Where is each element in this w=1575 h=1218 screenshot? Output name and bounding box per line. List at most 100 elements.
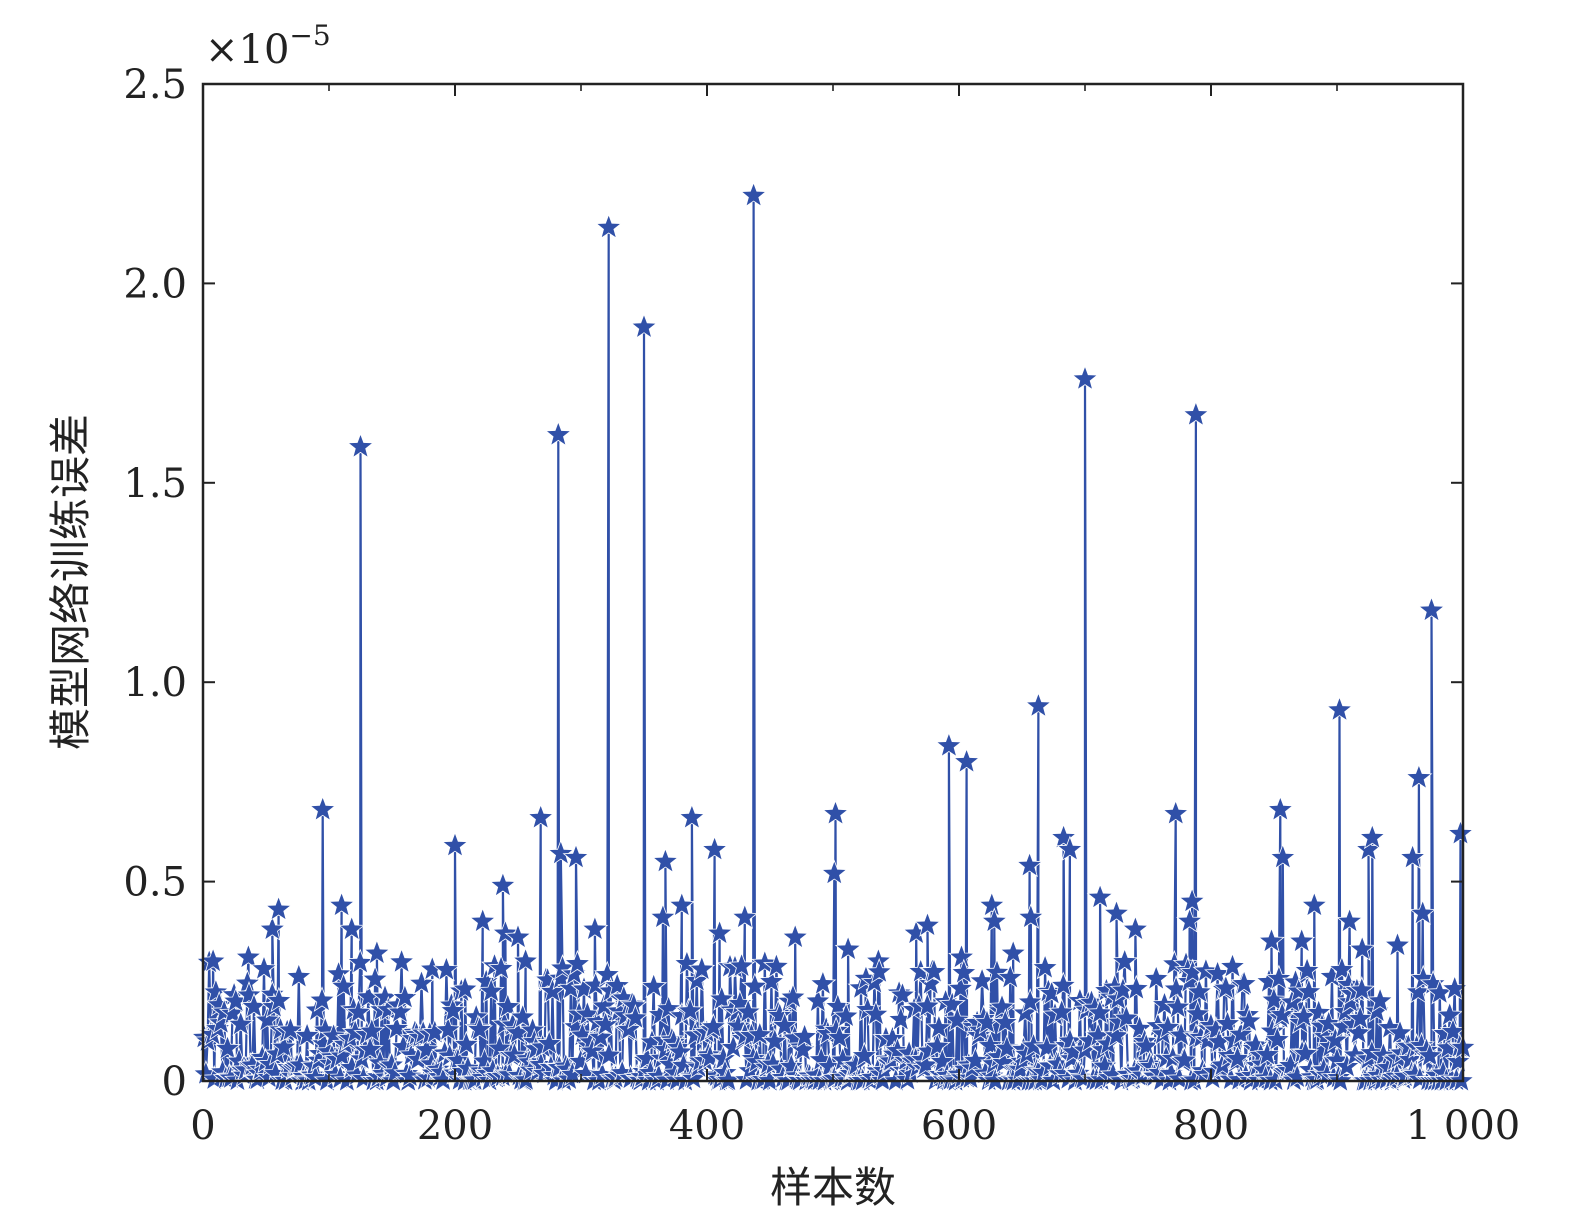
data-point — [920, 957, 948, 984]
data-point — [832, 1002, 860, 1028]
data-point — [487, 954, 515, 981]
data-point — [734, 998, 762, 1024]
data-point — [413, 1035, 440, 1062]
data-point — [1293, 956, 1321, 983]
data-point — [630, 313, 658, 339]
data-point — [1348, 935, 1376, 961]
data-point — [1348, 976, 1376, 1002]
y-tick-label: 2.0 — [123, 261, 187, 307]
data-point — [1031, 953, 1059, 980]
data-point — [258, 915, 286, 941]
data-point — [1386, 1019, 1414, 1045]
data-point — [943, 1006, 971, 1032]
data-point — [590, 992, 618, 1018]
data-point — [1358, 823, 1386, 850]
label-layer: 0 200 400 600 800 1 000 0 0.5 1.0 1.5 2.0 2.5 — [123, 62, 1520, 1149]
data-point — [652, 847, 679, 874]
data-point — [666, 1038, 694, 1064]
data-point — [557, 974, 585, 1001]
data-point — [1086, 999, 1114, 1025]
y-tick-label: 0.5 — [123, 860, 187, 906]
data-point — [285, 962, 313, 989]
data-point — [270, 1033, 298, 1059]
data-point — [386, 998, 414, 1024]
data-point — [914, 911, 941, 937]
data-point — [1049, 971, 1077, 998]
data-point — [1142, 964, 1170, 991]
data-point — [562, 843, 590, 870]
x-axis-label: 样本数 — [770, 1163, 896, 1212]
data-point — [1122, 974, 1150, 1001]
data-point — [1288, 927, 1316, 953]
data-point — [688, 955, 716, 981]
data-point — [1405, 763, 1433, 790]
data-point — [227, 1010, 255, 1037]
data-point — [489, 871, 517, 898]
data-point — [1436, 1001, 1464, 1027]
data-point — [563, 949, 591, 976]
data-point — [1292, 1039, 1319, 1066]
data-point — [544, 420, 572, 447]
data-point — [578, 1037, 606, 1063]
data-point — [731, 903, 759, 929]
data-point — [346, 948, 374, 975]
data-point — [1017, 903, 1045, 929]
data-point — [1164, 993, 1192, 1019]
data-point — [622, 1003, 649, 1030]
x-tick-label: 0 — [190, 1103, 215, 1149]
data-point — [1086, 883, 1114, 910]
data-point — [347, 432, 374, 459]
data-point — [1333, 1052, 1361, 1079]
data-layer — [190, 181, 1477, 1093]
data-point — [603, 971, 631, 998]
data-point — [781, 923, 809, 949]
data-point — [991, 1008, 1019, 1035]
data-point — [988, 993, 1016, 1019]
data-point — [758, 967, 785, 994]
data-point — [250, 954, 278, 981]
data-point — [1235, 1007, 1263, 1033]
data-point — [527, 803, 555, 830]
y-tick-label: 2.5 — [123, 62, 187, 108]
data-point — [595, 213, 623, 240]
data-point — [418, 955, 446, 981]
data-point — [678, 803, 706, 830]
data-point — [345, 998, 372, 1024]
data-point — [1162, 799, 1190, 826]
data-point — [655, 994, 683, 1021]
data-point — [925, 1013, 953, 1040]
data-point — [809, 969, 837, 996]
data-point — [595, 1041, 623, 1067]
data-point — [593, 960, 621, 987]
data-point — [1071, 364, 1099, 391]
data-point — [668, 891, 696, 917]
data-point — [1263, 1025, 1291, 1052]
data-point — [328, 891, 356, 917]
data-point — [408, 969, 435, 995]
y-tick-label: 1.5 — [123, 461, 187, 507]
data-point — [592, 1010, 620, 1037]
data-point — [1258, 927, 1285, 953]
data-point — [976, 1031, 1004, 1058]
data-point — [308, 986, 336, 1012]
data-point — [500, 1041, 528, 1067]
data-point — [1260, 986, 1288, 1012]
data-point — [535, 1029, 563, 1056]
data-point — [1184, 999, 1212, 1026]
data-point — [441, 831, 469, 858]
data-point — [1214, 1009, 1241, 1036]
data-point — [293, 1021, 321, 1048]
data-point — [708, 985, 736, 1011]
data-point — [1121, 915, 1149, 941]
data-point — [1336, 907, 1364, 933]
data-point — [953, 747, 980, 774]
data-point — [1154, 1013, 1182, 1040]
data-point — [265, 986, 293, 1013]
data-point — [978, 891, 1006, 917]
data-point — [1266, 795, 1294, 822]
data-point — [820, 859, 848, 886]
data-point — [699, 1012, 727, 1039]
data-point — [494, 992, 522, 1019]
data-point — [950, 958, 978, 985]
